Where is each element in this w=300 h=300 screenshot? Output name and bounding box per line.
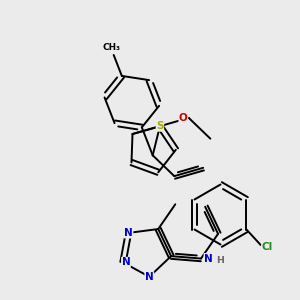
Text: N: N: [122, 257, 130, 267]
Text: Cl: Cl: [262, 242, 273, 252]
Text: H: H: [216, 256, 224, 265]
Text: CH₃: CH₃: [103, 44, 121, 52]
Text: O: O: [179, 113, 188, 123]
Text: N: N: [145, 272, 154, 282]
Text: N: N: [124, 228, 133, 238]
Text: S: S: [156, 121, 164, 131]
Text: N: N: [204, 254, 213, 263]
